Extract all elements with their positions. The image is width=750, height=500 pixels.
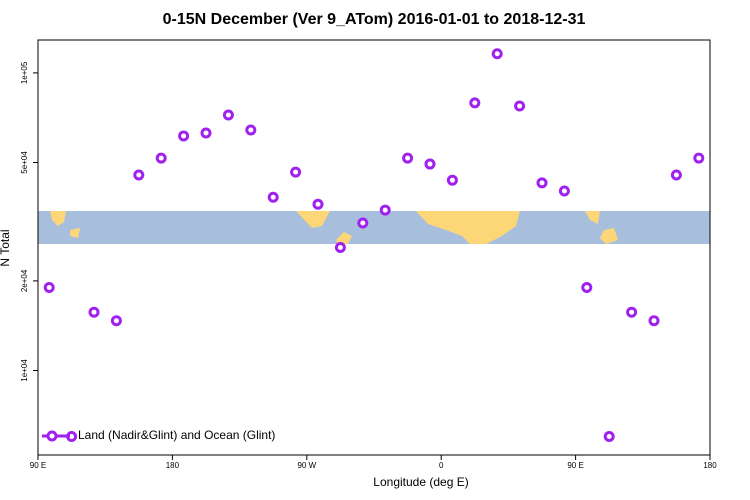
data-point bbox=[469, 97, 481, 109]
data-point bbox=[155, 152, 167, 164]
data-point bbox=[245, 124, 257, 136]
data-point bbox=[491, 48, 503, 60]
chart-title: 0-15N December (Ver 9_ATom) 2016-01-01 t… bbox=[163, 11, 586, 28]
data-point bbox=[424, 158, 436, 170]
x-tick-label: 90 E bbox=[567, 461, 583, 470]
data-point bbox=[357, 217, 369, 229]
data-point bbox=[558, 185, 570, 197]
y-axis-label: N Total bbox=[0, 229, 12, 266]
y-tick-label: 5e+04 bbox=[20, 151, 29, 174]
plot-frame bbox=[37, 39, 711, 456]
x-tick-label: 90 W bbox=[297, 461, 316, 470]
x-tick-label: 180 bbox=[166, 461, 180, 470]
x-tick-label: 0 bbox=[439, 461, 444, 470]
data-point bbox=[290, 166, 302, 178]
x-axis-label: Longitude (deg E) bbox=[373, 475, 468, 489]
data-point bbox=[312, 198, 324, 210]
data-point bbox=[670, 169, 682, 181]
data-point bbox=[43, 282, 55, 294]
data-point bbox=[222, 109, 234, 121]
data-point bbox=[110, 315, 122, 327]
data-point bbox=[581, 282, 593, 294]
data-point bbox=[603, 431, 615, 443]
x-tick-label: 180 bbox=[703, 461, 717, 470]
legend-marker bbox=[46, 430, 58, 442]
data-point bbox=[402, 152, 414, 164]
data-point bbox=[200, 127, 212, 139]
y-tick-label: 1e+04 bbox=[20, 359, 29, 382]
data-point bbox=[178, 130, 190, 142]
data-point bbox=[379, 204, 391, 216]
data-point bbox=[446, 174, 458, 186]
data-point bbox=[626, 306, 638, 318]
data-point bbox=[88, 306, 100, 318]
data-point bbox=[648, 315, 660, 327]
x-tick-label: 90 E bbox=[30, 461, 46, 470]
legend-label: Land (Nadir&Glint) and Ocean (Glint) bbox=[78, 428, 275, 442]
data-point bbox=[514, 100, 526, 112]
map-strip bbox=[38, 211, 710, 244]
data-point bbox=[693, 152, 705, 164]
data-point bbox=[133, 169, 145, 181]
y-tick-label: 2e+04 bbox=[20, 269, 29, 292]
data-point bbox=[267, 191, 279, 203]
data-point bbox=[536, 177, 548, 189]
data-point bbox=[334, 241, 346, 253]
y-tick-label: 1e+05 bbox=[20, 61, 29, 84]
